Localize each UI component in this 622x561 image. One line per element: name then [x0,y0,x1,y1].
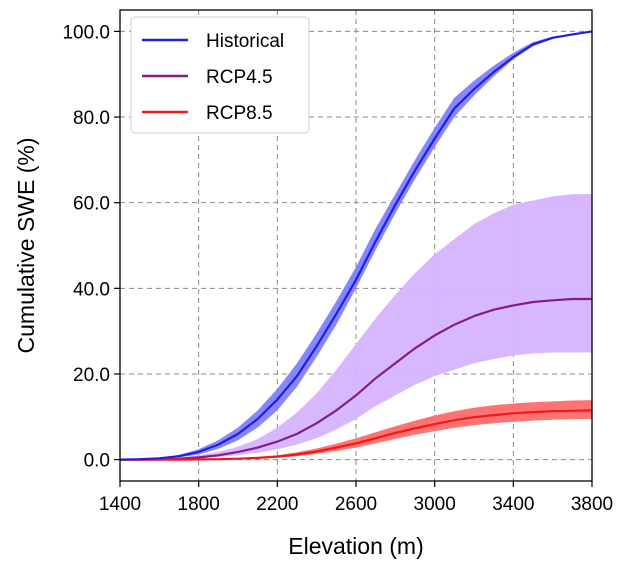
x-axis-label: Elevation (m) [288,533,423,559]
uncertainty-bands [120,31,592,460]
y-tick-label: 0.0 [84,451,110,472]
legend-label-historical: Historical [206,31,284,52]
band-rcp8-5 [120,400,592,460]
line-rcp4-5 [120,297,592,461]
legend-label-rcp4-5: RCP4.5 [206,67,273,88]
y-tick-label: 80.0 [73,108,110,129]
x-tick-label: 2200 [256,494,298,515]
y-tick-label: 40.0 [73,279,110,300]
series-lines [119,30,593,461]
line-rcp8-5 [120,409,593,461]
y-tick-label: 20.0 [73,365,110,386]
legend-label-rcp8-5: RCP8.5 [206,103,273,124]
x-tick-label: 3800 [571,494,613,515]
legend-box [130,16,310,134]
line-historical [119,30,593,461]
x-tick-label: 3400 [492,494,534,515]
x-tick-label: 2600 [335,494,377,515]
y-tick-label: 60.0 [73,194,110,215]
x-tick-label: 1800 [178,494,220,515]
band-rcp4-5 [120,194,592,460]
axis-ticks: 1400 1800 2200 2600 3000 3400 3800 0.0 20.0 40.0 6… [62,22,613,515]
x-tick-label: 3000 [414,494,456,515]
x-tick-label: 1400 [99,494,141,515]
y-axis-label: Cumulative SWE (%) [13,138,39,354]
legend: Historical RCP4.5 RCP8.5 [130,16,310,134]
y-tick-label: 100.0 [62,22,110,43]
